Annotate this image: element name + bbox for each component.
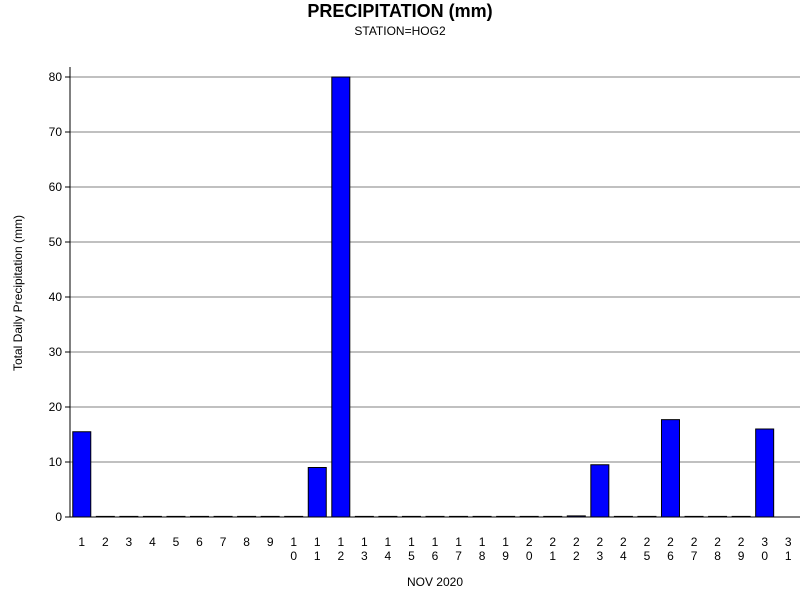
bar-day-28 — [708, 515, 728, 518]
bar-day-9 — [260, 515, 280, 518]
y-tick-label-60: 60 — [49, 180, 63, 194]
bar-day-2 — [95, 515, 115, 518]
bar-day-10 — [284, 515, 304, 518]
bar-day-24 — [613, 515, 633, 518]
bar-day-6 — [190, 515, 210, 518]
y-tick-label-0: 0 — [55, 510, 62, 524]
y-tick-label-30: 30 — [49, 345, 63, 359]
bar-day-14 — [378, 515, 398, 518]
bar-day-13 — [354, 515, 374, 518]
x-tick-label-9: 9 — [267, 535, 274, 549]
y-tick-labels: 0 10 20 30 40 50 60 70 80 — [49, 70, 70, 524]
y-tick-label-40: 40 — [49, 290, 63, 304]
bar-day-29 — [731, 515, 751, 518]
bar-day-7 — [213, 515, 233, 518]
chart-subtitle: STATION=HOG2 — [354, 24, 446, 38]
x-tick-labels: 1 2 3 4 5 6 7 8 9 1 01 11 21 31 41 51 61 71 81 92 02 12 22 32 42… — [78, 535, 791, 563]
bar-day-23 — [590, 464, 610, 518]
bar-day-4 — [142, 515, 162, 518]
chart-title: PRECIPITATION (mm) — [307, 1, 493, 21]
bar-day-25 — [637, 515, 657, 518]
y-tick-label-20: 20 — [49, 400, 63, 414]
bar-day-20 — [519, 515, 539, 518]
bar-day-8 — [237, 515, 257, 518]
x-tick-label-5: 5 — [173, 535, 180, 549]
bars — [72, 76, 775, 518]
y-axis-label: Total Daily Precipitation (mm) — [11, 215, 25, 371]
bar-day-12 — [331, 76, 351, 518]
gridlines — [70, 76, 800, 518]
bar-day-19 — [496, 515, 516, 518]
bar-day-17 — [449, 515, 469, 518]
bar-day-27 — [684, 515, 704, 518]
bar-day-5 — [166, 515, 186, 518]
y-tick-label-50: 50 — [49, 235, 63, 249]
bar-day-3 — [119, 515, 139, 518]
x-axis-label: NOV 2020 — [407, 575, 463, 589]
bar-day-30 — [755, 428, 775, 518]
y-tick-label-70: 70 — [49, 125, 63, 139]
bar-day-18 — [472, 515, 492, 518]
bar-day-26 — [660, 419, 680, 518]
bar-day-11 — [307, 467, 327, 518]
bar-day-15 — [401, 515, 421, 518]
x-tick-label-3: 3 — [126, 535, 133, 549]
x-tick-label-2: 2 — [102, 535, 109, 549]
x-tick-label-4: 4 — [149, 535, 156, 549]
x-tick-label-6: 6 — [196, 535, 203, 549]
x-tick-label-1: 1 — [78, 535, 85, 549]
bar-day-22 — [566, 515, 586, 518]
bar-day-21 — [543, 515, 563, 518]
bar-day-16 — [425, 515, 445, 518]
bar-day-1 — [72, 431, 92, 518]
y-tick-label-10: 10 — [49, 455, 63, 469]
x-tick-label-8: 8 — [243, 535, 250, 549]
x-tick-label-7: 7 — [220, 535, 227, 549]
y-tick-label-80: 80 — [49, 70, 63, 84]
